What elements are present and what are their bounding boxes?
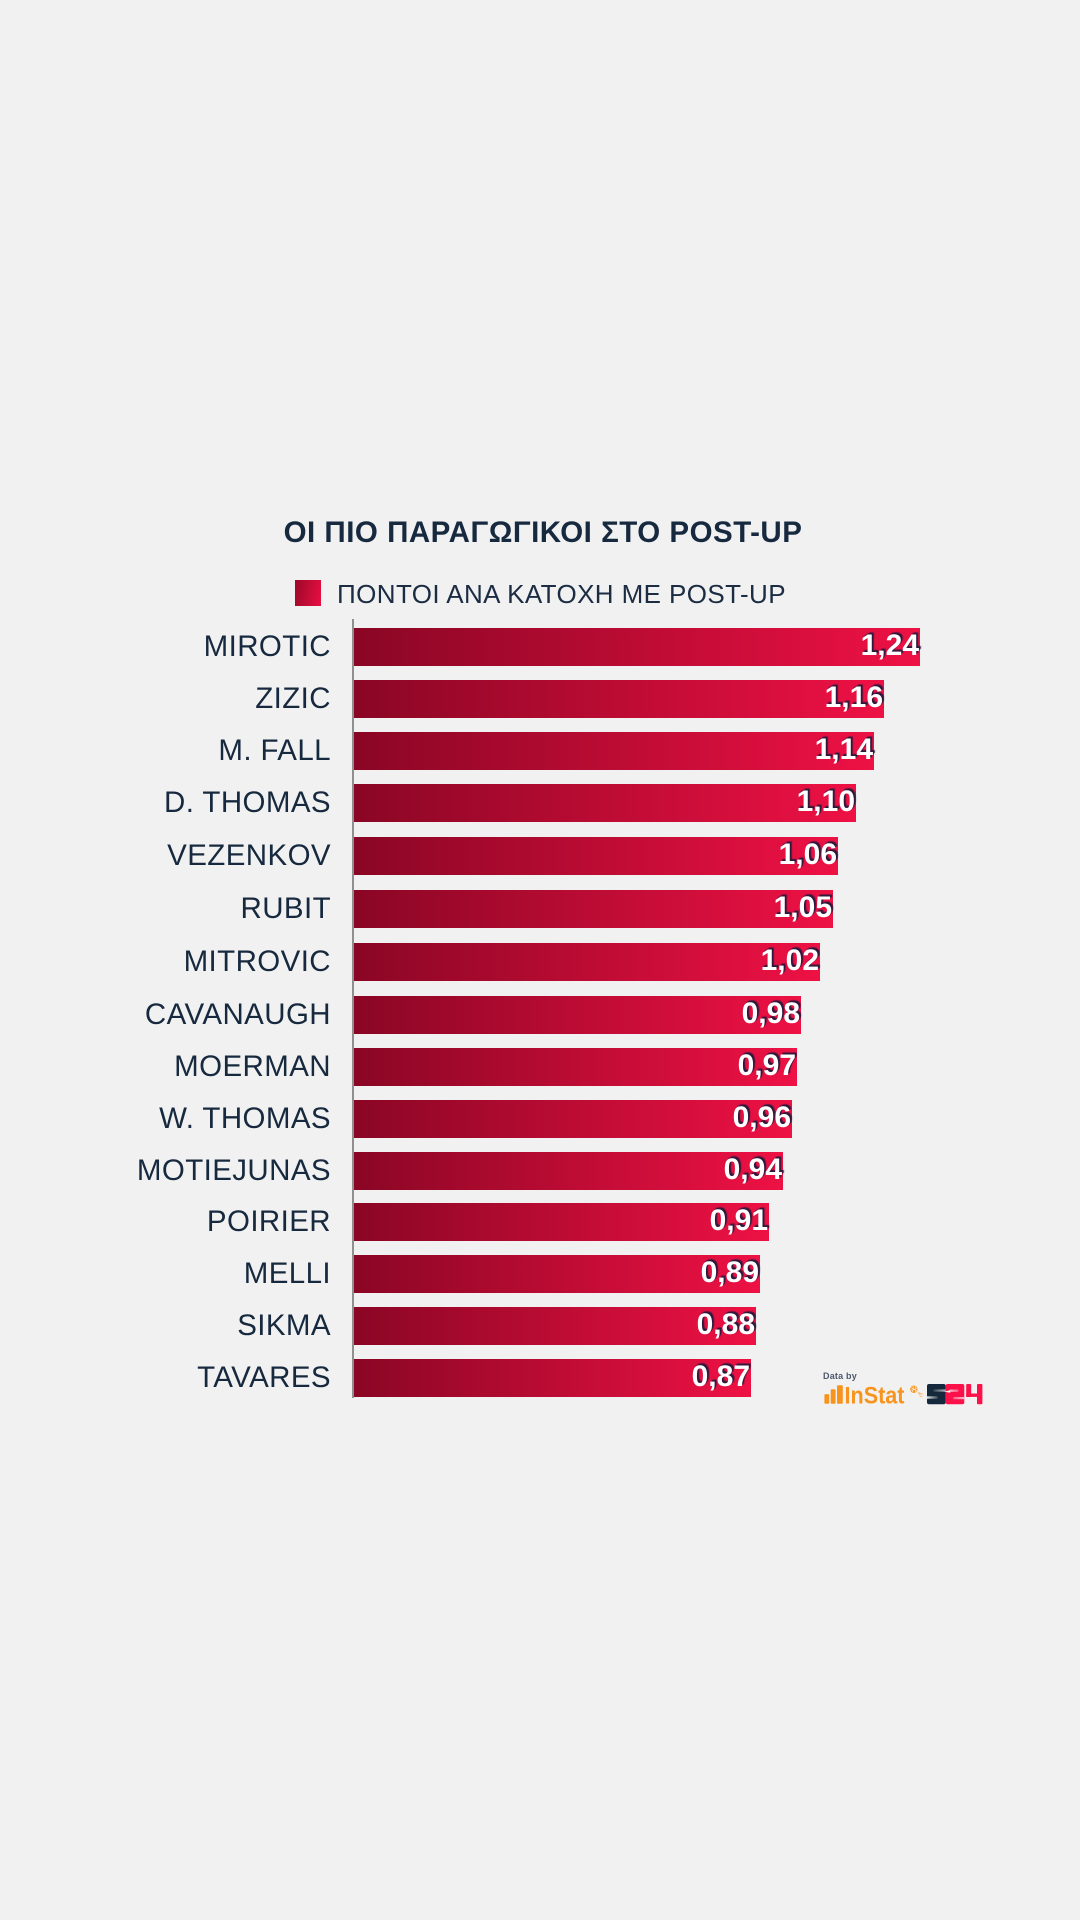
svg-text:InStat: InStat <box>845 1384 905 1405</box>
